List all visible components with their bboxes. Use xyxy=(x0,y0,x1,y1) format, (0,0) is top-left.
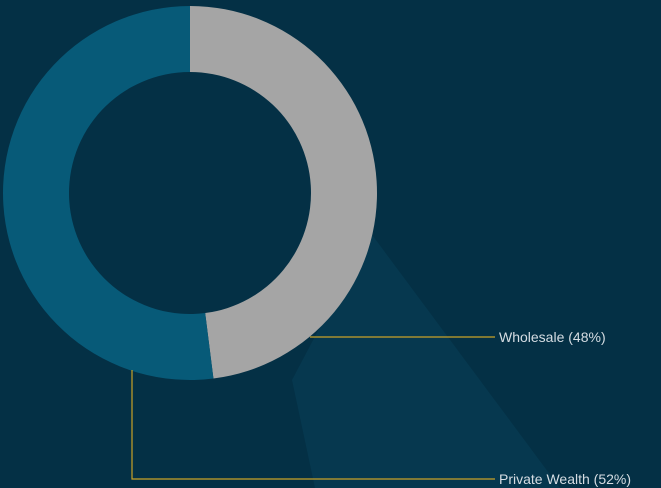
leader-lines xyxy=(131,336,495,480)
decorative-shadow xyxy=(292,232,560,488)
donut-slices xyxy=(3,6,378,380)
donut-slice-private-wealth xyxy=(3,6,214,380)
slice-label-wholesale: Wholesale (48%) xyxy=(499,329,606,345)
slice-label-private-wealth: Private Wealth (52%) xyxy=(499,471,631,487)
donut-slice-wholesale xyxy=(190,6,378,379)
leader-line-private-wealth xyxy=(131,370,495,480)
